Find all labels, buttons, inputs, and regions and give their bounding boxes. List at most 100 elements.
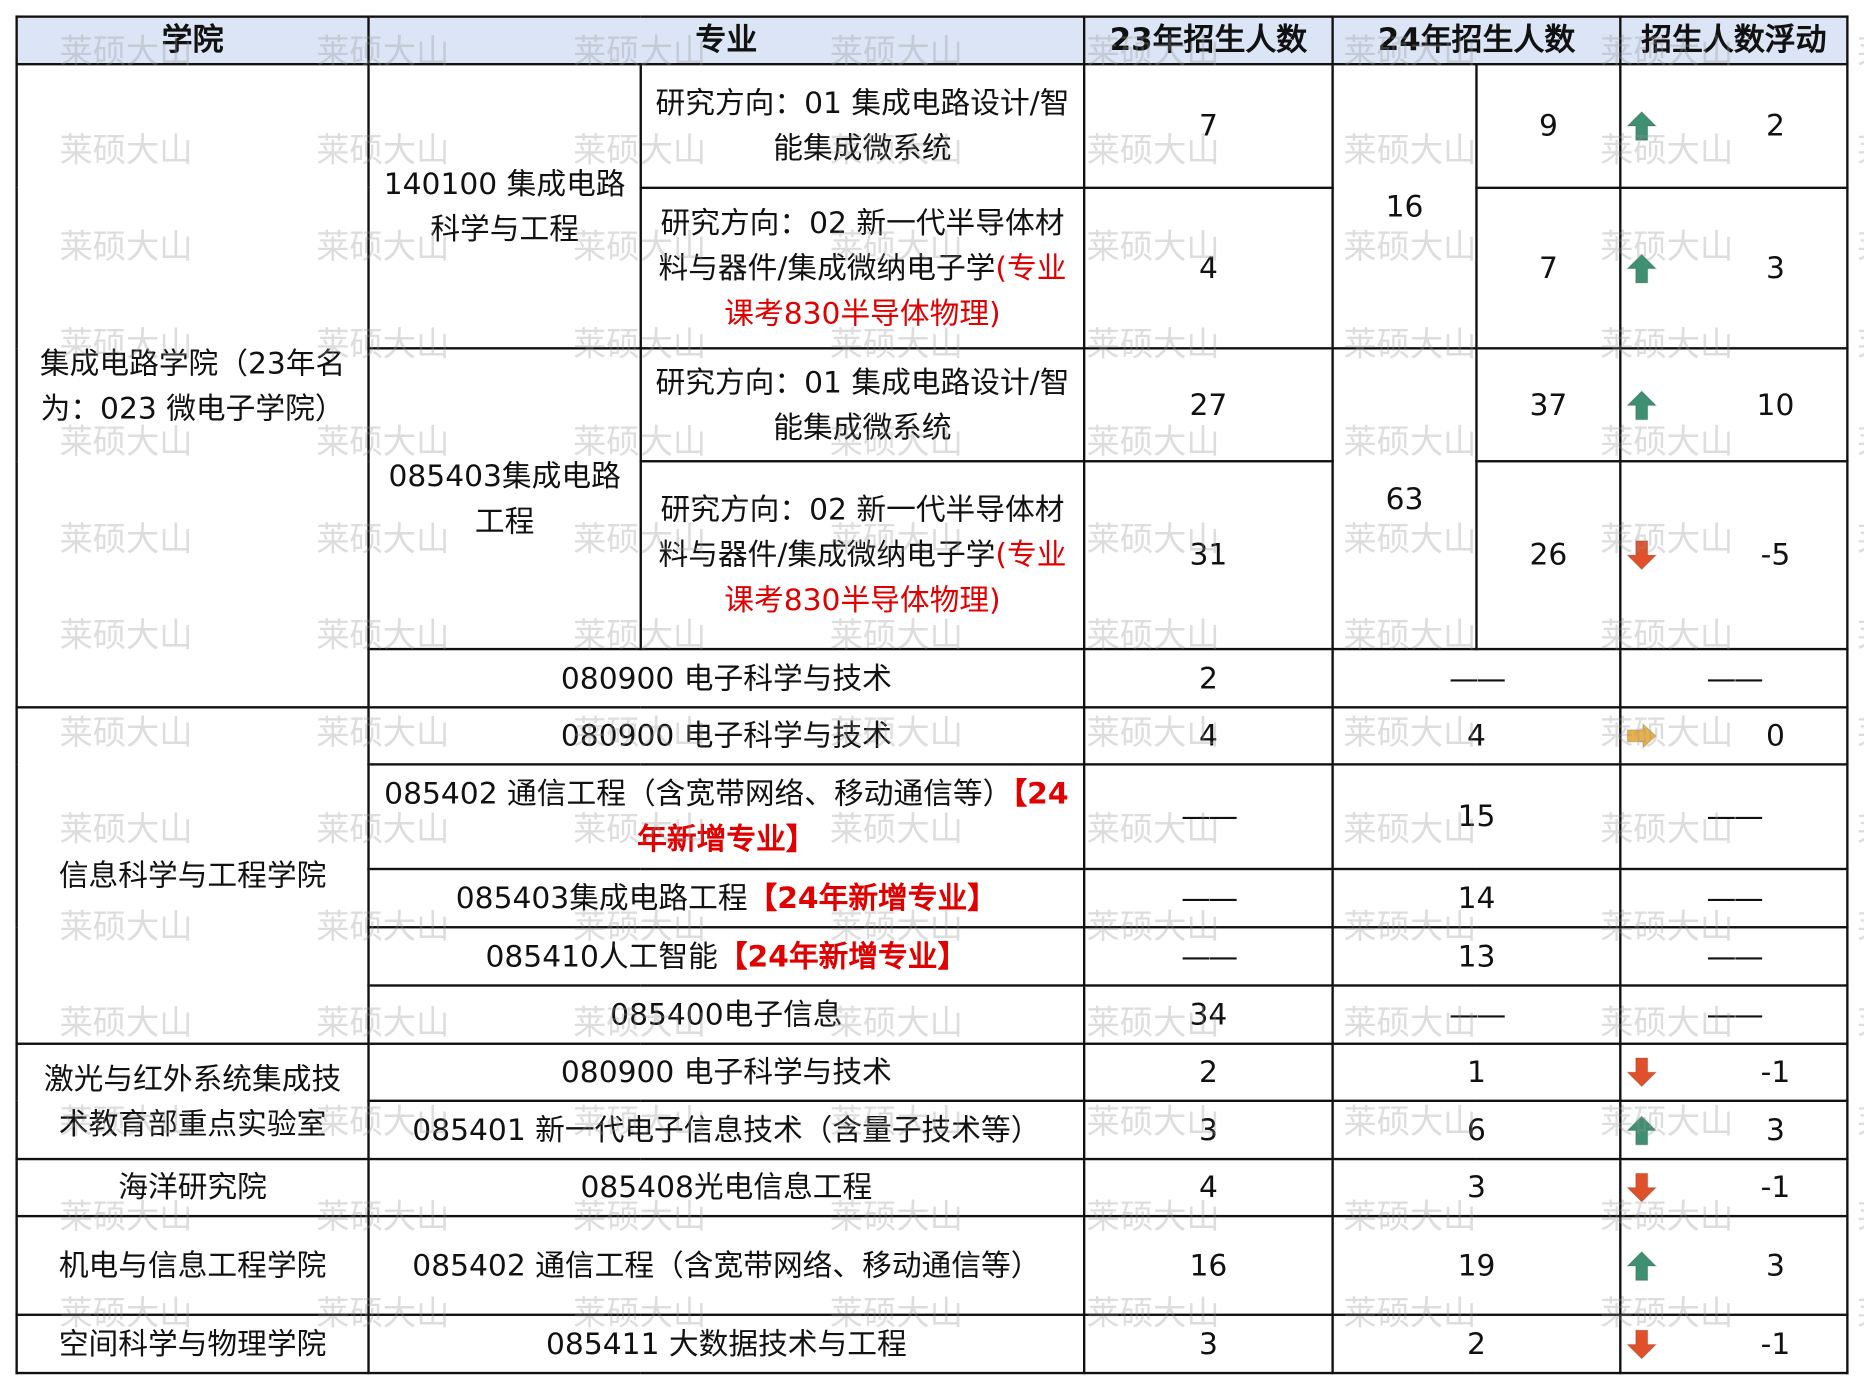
college-cell: 集成电路学院（23年名为：023 微电子学院） <box>15 63 370 709</box>
direction-cell: 研究方向：02 新一代半导体材料与器件/集成微纳电子学(专业课考830半导体物理… <box>639 460 1086 651</box>
y23-cell: 3 <box>1082 1313 1334 1375</box>
new-major-tag: 【24年新增专业】 <box>747 880 997 915</box>
change-value: -1 <box>1760 1326 1791 1361</box>
college-cell: 空间科学与物理学院 <box>15 1313 370 1375</box>
watermark: 莱硕大山 <box>1857 1191 1864 1239</box>
y24-cell: 2 <box>1331 1313 1622 1375</box>
change-value: -1 <box>1760 1054 1791 1089</box>
table-row: 海洋研究院 085408光电信息工程 4 3 -1 <box>15 1157 1849 1218</box>
change-cell: 10 <box>1619 347 1849 463</box>
table-row: 085403集成电路工程【24年新增专业】 —— 14 —— <box>17 867 1849 929</box>
y23-cell: 3 <box>1082 1099 1334 1161</box>
major-text: 085402 通信工程（含宽带网络、移动通信等） <box>384 776 1013 811</box>
table-row: 085402 通信工程（含宽带网络、移动通信等）【24年新增专业】 —— 15 … <box>17 763 1849 871</box>
arrow-down-icon <box>1626 1329 1658 1360</box>
y24-cell: 19 <box>1331 1214 1622 1316</box>
watermark: 莱硕大山 <box>1857 1287 1864 1335</box>
table-row: 机电与信息工程学院 085402 通信工程（含宽带网络、移动通信等） 16 19… <box>15 1214 1849 1316</box>
y24-cell: 37 <box>1475 347 1622 463</box>
arrow-down-icon <box>1626 540 1658 571</box>
header-2023: 23年招生人数 <box>1082 15 1334 66</box>
y24-cell: 6 <box>1331 1099 1622 1161</box>
y24-cell: 9 <box>1475 63 1622 190</box>
major-cell: 085403集成电路工程 <box>367 347 642 651</box>
change-cell: 3 <box>1619 1099 1849 1161</box>
y23-cell: 7 <box>1082 63 1334 190</box>
y24-cell: 14 <box>1331 867 1622 929</box>
major-text: 085410人工智能 <box>485 938 718 974</box>
watermark: 莱硕大山 <box>1857 221 1864 269</box>
direction-cell: 研究方向：01 集成电路设计/智能集成微系统 <box>639 63 1086 190</box>
change-value: -5 <box>1760 537 1791 572</box>
change-value: -1 <box>1760 1169 1791 1205</box>
direction-note: (专业课考830半导体物理) <box>724 250 1067 330</box>
y23-cell: 16 <box>1082 1214 1334 1316</box>
change-cell: 3 <box>1619 1214 1849 1316</box>
major-cell: 085408光电信息工程 <box>367 1157 1086 1218</box>
y24-cell: 26 <box>1475 460 1622 651</box>
watermark: 莱硕大山 <box>1857 707 1864 755</box>
watermark: 莱硕大山 <box>1857 319 1864 367</box>
header-change: 招生人数浮动 <box>1619 15 1849 66</box>
table-row: 激光与红外系统集成技术教育部重点实验室 080900 电子科学与技术 2 1 -… <box>15 1042 1849 1161</box>
table-row: 空间科学与物理学院 085411 大数据技术与工程 3 2 -1 <box>15 1313 1849 1375</box>
college-cell: 激光与红外系统集成技术教育部重点实验室 <box>15 1042 370 1161</box>
y24-cell: —— <box>1331 984 1622 1045</box>
y23-cell: 2 <box>1082 647 1334 709</box>
y23-cell: 4 <box>1082 1157 1334 1218</box>
change-value: 10 <box>1756 386 1795 422</box>
change-cell: —— <box>1619 984 1849 1045</box>
y24-cell: 7 <box>1475 186 1622 350</box>
header-major: 专业 <box>367 15 1086 66</box>
arrow-down-icon <box>1626 1057 1658 1088</box>
header-college: 学院 <box>15 15 370 66</box>
major-cell: 085402 通信工程（含宽带网络、移动通信等） <box>367 1214 1086 1316</box>
watermark: 莱硕大山 <box>1857 514 1864 562</box>
major-cell: 085410人工智能【24年新增专业】 <box>367 926 1086 987</box>
change-cell: -5 <box>1619 460 1849 651</box>
y24-cell: 15 <box>1331 763 1622 871</box>
y24-cell: 13 <box>1331 926 1622 987</box>
direction-cell: 研究方向：01 集成电路设计/智能集成微系统 <box>639 347 1086 463</box>
change-cell: 2 <box>1619 63 1849 190</box>
y24-cell: 3 <box>1331 1157 1622 1218</box>
major-cell: 080900 电子科学与技术 <box>367 647 1086 709</box>
direction-note: (专业课考830半导体物理) <box>724 537 1067 617</box>
y23-cell: 2 <box>1082 1042 1334 1102</box>
change-cell: —— <box>1619 926 1849 987</box>
y24-cell: —— <box>1331 647 1622 709</box>
change-cell: 3 <box>1619 186 1849 350</box>
arrow-up-icon <box>1626 252 1658 283</box>
change-value: 3 <box>1766 1247 1785 1283</box>
major-cell: 085400电子信息 <box>367 984 1086 1045</box>
y24-total-cell: 16 <box>1331 63 1478 350</box>
change-value: 3 <box>1766 1112 1785 1147</box>
header-row: 学院 专业 23年招生人数 24年招生人数 招生人数浮动 <box>15 15 1849 66</box>
change-cell: —— <box>1619 763 1849 871</box>
y23-cell: —— <box>1082 926 1334 987</box>
y23-cell: —— <box>1082 867 1334 929</box>
college-cell: 机电与信息工程学院 <box>15 1214 370 1316</box>
y23-cell: —— <box>1082 763 1334 871</box>
change-value: 3 <box>1766 250 1785 285</box>
y23-cell: 4 <box>1082 186 1334 350</box>
watermark: 莱硕大山 <box>1857 26 1864 74</box>
watermark: 莱硕大山 <box>1857 901 1864 949</box>
arrow-up-icon <box>1626 1114 1658 1145</box>
change-cell: —— <box>1619 647 1849 709</box>
watermark: 莱硕大山 <box>1857 1096 1864 1144</box>
major-cell: 085403集成电路工程【24年新增专业】 <box>367 867 1086 929</box>
new-major-tag: 【24年新增专业】 <box>717 938 968 974</box>
y23-cell: 34 <box>1082 984 1334 1045</box>
major-cell: 085402 通信工程（含宽带网络、移动通信等）【24年新增专业】 <box>367 763 1086 871</box>
direction-text: 研究方向：02 新一代半导体材料与器件/集成微纳电子学 <box>658 205 1065 285</box>
watermark: 莱硕大山 <box>1857 610 1864 658</box>
change-cell: -1 <box>1619 1157 1849 1218</box>
change-cell: -1 <box>1619 1313 1849 1375</box>
arrow-up-icon <box>1626 110 1658 141</box>
table-row: 080900 电子科学与技术 2 —— —— <box>17 647 1849 709</box>
major-cell: 140100 集成电路科学与工程 <box>367 63 642 350</box>
major-cell: 085411 大数据技术与工程 <box>367 1313 1086 1375</box>
y23-cell: 4 <box>1082 706 1334 766</box>
